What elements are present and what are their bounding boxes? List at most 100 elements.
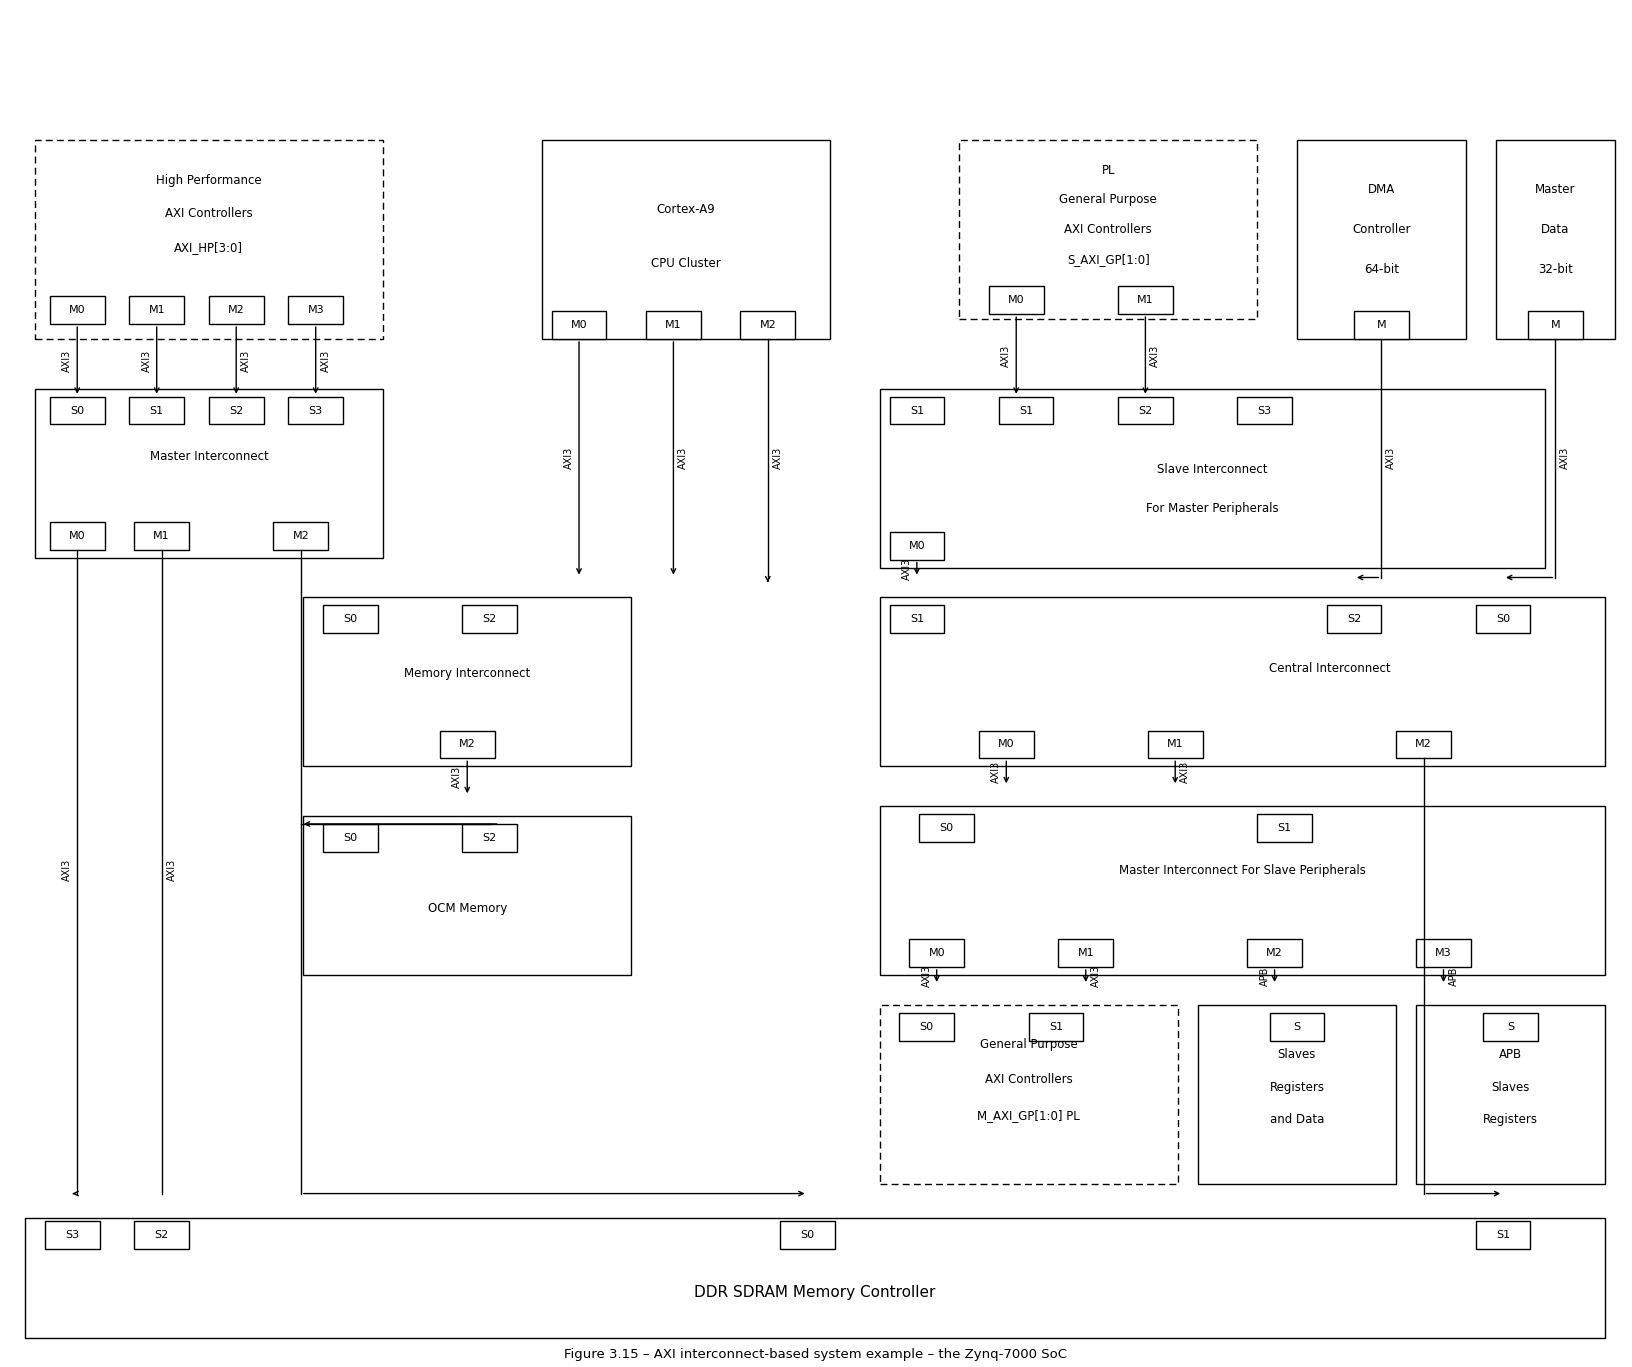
Text: 32-bit: 32-bit	[1537, 262, 1573, 276]
Text: S2: S2	[483, 614, 496, 625]
Text: M3: M3	[307, 305, 325, 316]
Text: AXI3: AXI3	[166, 858, 176, 882]
Bar	[1397, 730, 1451, 759]
Bar	[646, 312, 700, 339]
Text: M0: M0	[69, 305, 85, 316]
Bar	[1270, 1013, 1324, 1040]
Bar	[129, 297, 184, 324]
Text: AXI3: AXI3	[565, 447, 574, 469]
Text: M_AXI_GP[1:0] PL: M_AXI_GP[1:0] PL	[978, 1109, 1080, 1122]
Text: AXI3: AXI3	[1386, 447, 1397, 469]
Text: Registers: Registers	[1483, 1113, 1537, 1126]
Text: and Data: and Data	[1270, 1113, 1324, 1126]
Text: M2: M2	[459, 740, 475, 749]
Bar	[1417, 1005, 1604, 1184]
Text: S1: S1	[1497, 1230, 1510, 1240]
Text: AXI_HP[3:0]: AXI_HP[3:0]	[175, 241, 243, 254]
Bar	[889, 606, 945, 633]
Text: S: S	[1506, 1021, 1514, 1032]
Text: S0: S0	[70, 406, 85, 416]
Text: General Purpose: General Purpose	[979, 1038, 1077, 1051]
Text: S1: S1	[1278, 823, 1291, 833]
Text: DMA: DMA	[1368, 183, 1395, 197]
Text: AXI3: AXI3	[62, 349, 72, 372]
Bar	[209, 297, 263, 324]
Bar	[880, 388, 1546, 567]
Text: M1: M1	[1077, 949, 1093, 958]
Text: AXI3: AXI3	[922, 965, 932, 987]
Bar	[780, 1221, 836, 1249]
Text: Registers: Registers	[1270, 1080, 1325, 1094]
Text: Master: Master	[1536, 183, 1575, 197]
Bar	[1147, 730, 1203, 759]
Bar	[1059, 939, 1113, 966]
Bar	[960, 141, 1257, 319]
Bar	[129, 396, 184, 425]
Bar	[1118, 286, 1173, 314]
Bar	[1417, 939, 1470, 966]
Text: S2: S2	[155, 1230, 168, 1240]
Text: S2: S2	[228, 406, 243, 416]
Bar	[51, 396, 104, 425]
Text: M0: M0	[999, 740, 1015, 749]
Text: Slaves: Slaves	[1492, 1080, 1529, 1094]
Text: APB: APB	[1260, 966, 1270, 986]
Text: High Performance: High Performance	[157, 174, 261, 186]
Bar	[552, 312, 607, 339]
Text: M2: M2	[759, 320, 777, 329]
Bar	[880, 1005, 1178, 1184]
Bar	[304, 597, 632, 767]
Text: M2: M2	[228, 305, 245, 316]
Text: AXI Controllers: AXI Controllers	[984, 1073, 1072, 1087]
Text: M: M	[1376, 320, 1386, 329]
Text: For Master Peripherals: For Master Peripherals	[1146, 502, 1279, 515]
Text: Memory Interconnect: Memory Interconnect	[405, 667, 530, 679]
Bar	[1257, 813, 1312, 842]
Text: AXI Controllers: AXI Controllers	[165, 208, 253, 220]
Text: Slave Interconnect: Slave Interconnect	[1157, 462, 1268, 476]
Bar	[462, 824, 517, 852]
Text: 64-bit: 64-bit	[1364, 262, 1399, 276]
Text: M0: M0	[929, 949, 945, 958]
Text: M1: M1	[1138, 295, 1154, 305]
Bar	[289, 297, 343, 324]
Text: AXI3: AXI3	[1151, 344, 1160, 366]
Text: S: S	[1294, 1021, 1301, 1032]
Text: M0: M0	[1009, 295, 1025, 305]
Text: S2: S2	[1138, 406, 1152, 416]
Text: S0: S0	[1497, 614, 1510, 625]
Text: PL: PL	[1102, 164, 1115, 176]
Bar	[1327, 606, 1381, 633]
Bar	[1198, 1005, 1397, 1184]
Bar	[323, 606, 377, 633]
Text: AXI3: AXI3	[1180, 761, 1190, 783]
Text: AXI Controllers: AXI Controllers	[1064, 223, 1152, 236]
Bar	[24, 1218, 1604, 1338]
Bar	[909, 939, 965, 966]
Bar	[1247, 939, 1302, 966]
Text: S_AXI_GP[1:0]: S_AXI_GP[1:0]	[1067, 253, 1149, 267]
Text: S0: S0	[343, 833, 357, 843]
Text: S1: S1	[1049, 1021, 1062, 1032]
Text: M1: M1	[149, 305, 165, 316]
Text: Figure 3.15 – AXI interconnect-based system example – the Zynq-7000 SoC: Figure 3.15 – AXI interconnect-based sys…	[565, 1348, 1067, 1362]
Text: S2: S2	[1346, 614, 1361, 625]
Text: Master Interconnect For Slave Peripherals: Master Interconnect For Slave Peripheral…	[1120, 864, 1366, 876]
Text: Controller: Controller	[1353, 223, 1410, 236]
Bar	[1237, 396, 1293, 425]
Text: Slaves: Slaves	[1278, 1048, 1315, 1061]
Bar	[441, 730, 494, 759]
Bar	[1483, 1013, 1537, 1040]
Text: M3: M3	[1435, 949, 1452, 958]
Text: AXI3: AXI3	[991, 761, 1002, 783]
Bar	[1528, 312, 1583, 339]
Text: S0: S0	[920, 1021, 934, 1032]
Text: AXI3: AXI3	[679, 447, 689, 469]
Text: AXI3: AXI3	[142, 349, 152, 372]
Text: DDR SDRAM Memory Controller: DDR SDRAM Memory Controller	[694, 1285, 935, 1300]
Text: AXI3: AXI3	[1090, 965, 1100, 987]
Text: M1: M1	[666, 320, 682, 329]
Bar	[1028, 1013, 1084, 1040]
Bar	[741, 312, 795, 339]
Text: Cortex-A9: Cortex-A9	[656, 204, 715, 216]
